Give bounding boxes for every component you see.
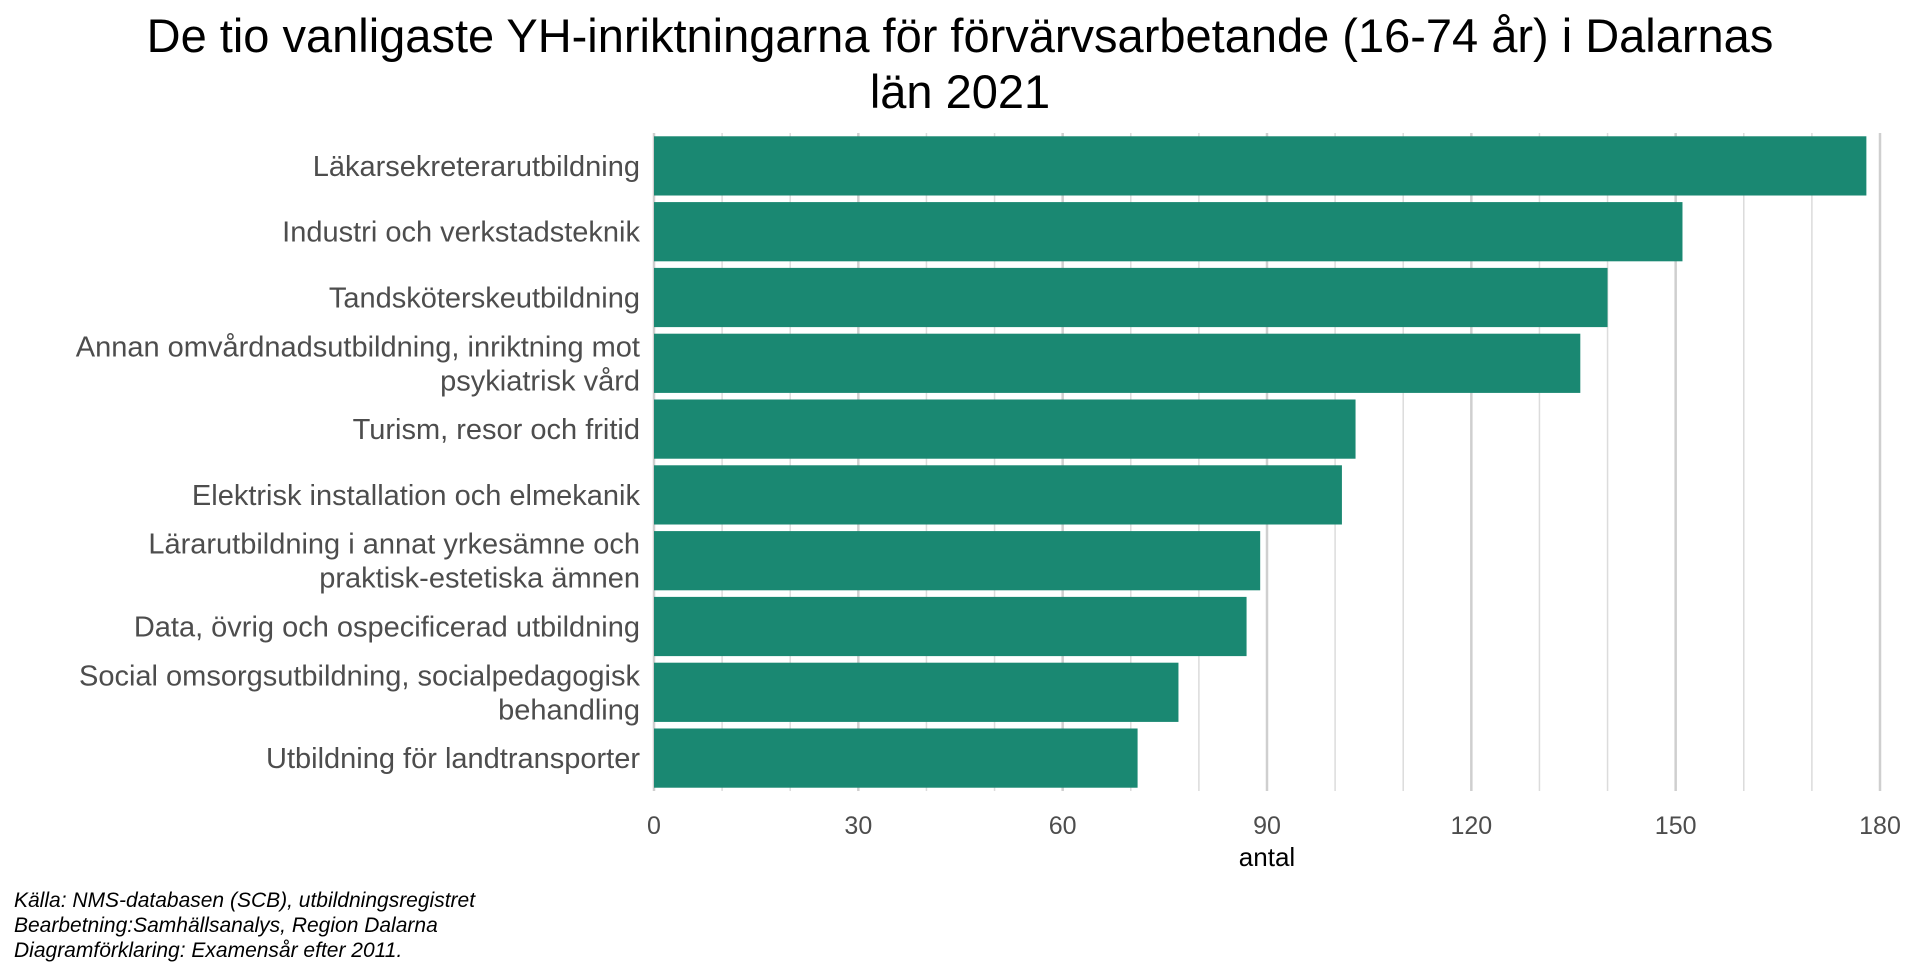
x-tick-label: 150 — [1655, 812, 1697, 840]
category-labels: Läkarsekreterarutbildning Industri och ve… — [76, 151, 641, 775]
category-label: Annan omvårdnadsutbildning, inriktning m… — [76, 331, 640, 397]
category-label: Läkarsekreterarutbildning — [313, 151, 640, 183]
category-label: Lärarutbildning i annat yrkesämne och pra… — [148, 529, 640, 595]
x-axis-title: antal — [1239, 842, 1295, 872]
chart-title: De tio vanligaste YH-inriktningarna för … — [0, 8, 1920, 120]
processing-note: Bearbetning:Samhällsanalys, Region Dalar… — [14, 914, 438, 937]
chart-title-line-2: län 2021 — [869, 65, 1051, 118]
category-label: Utbildning för landtransporter — [266, 743, 640, 775]
source-note: Källa: NMS-databasen (SCB), utbildningsr… — [14, 889, 476, 912]
x-tick-label: 180 — [1859, 812, 1901, 840]
bar — [654, 267, 1608, 328]
footnotes: Källa: NMS-databasen (SCB), utbildningsr… — [14, 888, 475, 963]
chart-title-line-1: De tio vanligaste YH-inriktningarna för … — [146, 9, 1774, 62]
bar — [654, 728, 1138, 788]
x-tick-label: 90 — [1253, 812, 1281, 840]
bar — [654, 399, 1356, 459]
x-tick-label: 120 — [1450, 812, 1492, 840]
x-tick-label: 0 — [647, 812, 661, 840]
explanation-note: Diagramförklaring: Examensår efter 2011. — [14, 939, 403, 962]
x-tick-labels: 0 30 60 90 120 150 180 — [647, 812, 1901, 840]
bar — [654, 333, 1581, 393]
x-tick-label: 30 — [844, 812, 872, 840]
bar — [654, 465, 1342, 525]
bar — [654, 202, 1683, 262]
bar — [654, 662, 1179, 722]
bars — [654, 136, 1867, 788]
category-label: Industri och verkstadsteknik — [282, 217, 640, 249]
bar — [654, 136, 1867, 196]
bar — [654, 596, 1247, 657]
category-label: Elektrisk installation och elmekanik — [192, 480, 641, 512]
x-tick-label: 60 — [1049, 812, 1077, 840]
category-label: Data, övrig och ospecificerad utbildning — [134, 612, 640, 644]
category-label: Social omsorgsutbildning, socialpedagogi… — [79, 660, 640, 726]
category-label: Tandsköterskeutbildning — [329, 283, 640, 315]
category-label: Turism, resor och fritid — [353, 414, 640, 446]
bar — [654, 531, 1261, 591]
